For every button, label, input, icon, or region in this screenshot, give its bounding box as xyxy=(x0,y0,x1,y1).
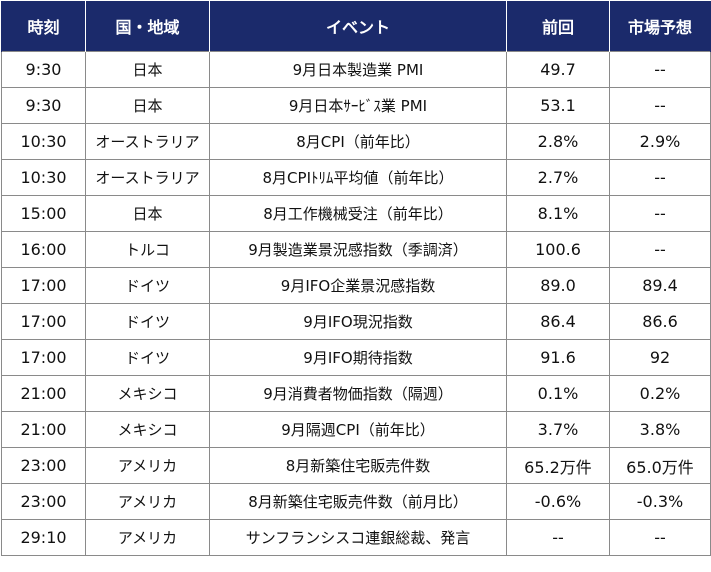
previous-cell: 53.1 xyxy=(506,87,610,124)
region-cell: トルコ xyxy=(85,231,210,268)
table-row: 17:00 ドイツ 9月IFO期待指数 91.6 92 xyxy=(1,339,711,376)
event-cell: サンフランシスコ連銀総裁、発言 xyxy=(209,519,507,556)
table-row: 21:00 メキシコ 9月隔週CPI（前年比） 3.7% 3.8% xyxy=(1,411,711,448)
table-row: 9:30 日本 9月日本製造業 PMI 49.7 -- xyxy=(1,51,711,88)
forecast-cell: 0.2% xyxy=(609,375,711,412)
time-cell: 29:10 xyxy=(1,519,86,556)
region-cell: メキシコ xyxy=(85,375,210,412)
table-row: 9:30 日本 9月日本ｻｰﾋﾞｽ業 PMI 53.1 -- xyxy=(1,87,711,124)
region-cell: アメリカ xyxy=(85,447,210,484)
forecast-cell: 89.4 xyxy=(609,267,711,304)
time-cell: 10:30 xyxy=(1,123,86,160)
forecast-cell: 65.0万件 xyxy=(609,447,711,484)
event-cell: 8月新築住宅販売件数 xyxy=(209,447,507,484)
region-cell: メキシコ xyxy=(85,411,210,448)
event-cell: 8月CPI（前年比） xyxy=(209,123,507,160)
region-cell: ドイツ xyxy=(85,303,210,340)
forecast-cell: 86.6 xyxy=(609,303,711,340)
previous-cell: 8.1% xyxy=(506,195,610,232)
event-cell: 8月工作機械受注（前年比） xyxy=(209,195,507,232)
forecast-cell: 92 xyxy=(609,339,711,376)
header-previous: 前回 xyxy=(506,1,610,52)
region-cell: オーストラリア xyxy=(85,123,210,160)
forecast-cell: 2.9% xyxy=(609,123,711,160)
forecast-cell: 3.8% xyxy=(609,411,711,448)
previous-cell: 100.6 xyxy=(506,231,610,268)
previous-cell: 3.7% xyxy=(506,411,610,448)
forecast-cell: -- xyxy=(609,51,711,88)
forecast-cell: -- xyxy=(609,87,711,124)
time-cell: 10:30 xyxy=(1,159,86,196)
previous-cell: 65.2万件 xyxy=(506,447,610,484)
region-cell: ドイツ xyxy=(85,267,210,304)
time-cell: 21:00 xyxy=(1,411,86,448)
header-event: イベント xyxy=(209,1,507,52)
header-forecast: 市場予想 xyxy=(609,1,711,52)
table-row: 23:00 アメリカ 8月新築住宅販売件数 65.2万件 65.0万件 xyxy=(1,447,711,484)
time-cell: 9:30 xyxy=(1,51,86,88)
forecast-cell: -0.3% xyxy=(609,483,711,520)
region-cell: アメリカ xyxy=(85,483,210,520)
time-cell: 16:00 xyxy=(1,231,86,268)
previous-cell: 0.1% xyxy=(506,375,610,412)
region-cell: ドイツ xyxy=(85,339,210,376)
previous-cell: 91.6 xyxy=(506,339,610,376)
previous-cell: 49.7 xyxy=(506,51,610,88)
table-header: 時刻 国・地域 イベント 前回 市場予想 xyxy=(1,1,711,52)
previous-cell: 86.4 xyxy=(506,303,610,340)
forecast-cell: -- xyxy=(609,159,711,196)
event-cell: 8月新築住宅販売件数（前月比） xyxy=(209,483,507,520)
table-row: 29:10 アメリカ サンフランシスコ連銀総裁、発言 -- -- xyxy=(1,519,711,556)
time-cell: 15:00 xyxy=(1,195,86,232)
event-cell: 9月消費者物価指数（隔週） xyxy=(209,375,507,412)
time-cell: 17:00 xyxy=(1,339,86,376)
region-cell: オーストラリア xyxy=(85,159,210,196)
previous-cell: -0.6% xyxy=(506,483,610,520)
table-row: 17:00 ドイツ 9月IFO企業景況感指数 89.0 89.4 xyxy=(1,267,711,304)
table-row: 10:30 オーストラリア 8月CPIﾄﾘﾑ平均値（前年比） 2.7% -- xyxy=(1,159,711,196)
table-row: 16:00 トルコ 9月製造業景況感指数（季調済） 100.6 -- xyxy=(1,231,711,268)
event-cell: 9月日本ｻｰﾋﾞｽ業 PMI xyxy=(209,87,507,124)
previous-cell: 2.7% xyxy=(506,159,610,196)
time-cell: 23:00 xyxy=(1,447,86,484)
header-row: 時刻 国・地域 イベント 前回 市場予想 xyxy=(1,1,711,52)
region-cell: 日本 xyxy=(85,195,210,232)
table-body: 9:30 日本 9月日本製造業 PMI 49.7 -- 9:30 日本 9月日本… xyxy=(1,51,711,556)
event-cell: 9月隔週CPI（前年比） xyxy=(209,411,507,448)
forecast-cell: -- xyxy=(609,519,711,556)
table-row: 21:00 メキシコ 9月消費者物価指数（隔週） 0.1% 0.2% xyxy=(1,375,711,412)
previous-cell: -- xyxy=(506,519,610,556)
forecast-cell: -- xyxy=(609,195,711,232)
event-cell: 9月IFO企業景況感指数 xyxy=(209,267,507,304)
table-row: 17:00 ドイツ 9月IFO現況指数 86.4 86.6 xyxy=(1,303,711,340)
previous-cell: 89.0 xyxy=(506,267,610,304)
event-cell: 9月IFO現況指数 xyxy=(209,303,507,340)
previous-cell: 2.8% xyxy=(506,123,610,160)
time-cell: 17:00 xyxy=(1,303,86,340)
event-cell: 8月CPIﾄﾘﾑ平均値（前年比） xyxy=(209,159,507,196)
header-time: 時刻 xyxy=(1,1,86,52)
event-cell: 9月日本製造業 PMI xyxy=(209,51,507,88)
table-row: 23:00 アメリカ 8月新築住宅販売件数（前月比） -0.6% -0.3% xyxy=(1,483,711,520)
economic-calendar-table: 時刻 国・地域 イベント 前回 市場予想 9:30 日本 9月日本製造業 PMI… xyxy=(1,1,711,556)
time-cell: 17:00 xyxy=(1,267,86,304)
table-row: 15:00 日本 8月工作機械受注（前年比） 8.1% -- xyxy=(1,195,711,232)
time-cell: 23:00 xyxy=(1,483,86,520)
event-cell: 9月製造業景況感指数（季調済） xyxy=(209,231,507,268)
table-row: 10:30 オーストラリア 8月CPI（前年比） 2.8% 2.9% xyxy=(1,123,711,160)
forecast-cell: -- xyxy=(609,231,711,268)
header-region: 国・地域 xyxy=(85,1,210,52)
region-cell: 日本 xyxy=(85,51,210,88)
region-cell: 日本 xyxy=(85,87,210,124)
time-cell: 21:00 xyxy=(1,375,86,412)
time-cell: 9:30 xyxy=(1,87,86,124)
region-cell: アメリカ xyxy=(85,519,210,556)
event-cell: 9月IFO期待指数 xyxy=(209,339,507,376)
